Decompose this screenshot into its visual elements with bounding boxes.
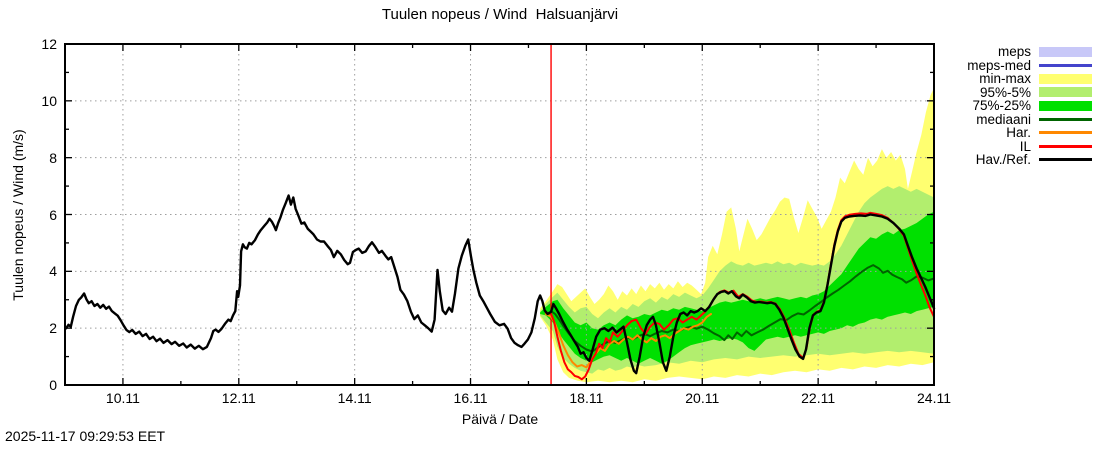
legend-swatch-box bbox=[1039, 46, 1092, 57]
legend-swatch-box bbox=[1039, 73, 1092, 84]
x-tick-label: 14.11 bbox=[337, 390, 372, 406]
legend-label: 95%-5% bbox=[979, 84, 1031, 100]
x-tick-label: 20.11 bbox=[685, 390, 720, 406]
legend-label: meps-med bbox=[967, 57, 1031, 73]
x-tick-label: 16.11 bbox=[453, 390, 488, 406]
y-tick-label: 4 bbox=[49, 263, 57, 280]
x-tick-label: 18.11 bbox=[569, 390, 604, 406]
series-Har. bbox=[544, 313, 712, 369]
legend-label: min-max bbox=[979, 71, 1031, 87]
x-tick-label: 22.11 bbox=[801, 390, 836, 406]
legend-label: 75%-25% bbox=[972, 98, 1031, 114]
legend: meps meps-med min-max 95%-5% 75%-25% mediaani… bbox=[967, 44, 1092, 168]
legend-swatch-line bbox=[1039, 158, 1092, 162]
legend-item: mediaani bbox=[967, 111, 1092, 127]
legend-swatch-box bbox=[1039, 100, 1092, 111]
x-axis-label: Päivä / Date bbox=[461, 411, 539, 427]
legend-item: meps bbox=[967, 44, 1092, 60]
legend-swatch-line bbox=[1039, 117, 1092, 121]
legend-item: IL bbox=[967, 138, 1092, 154]
y-tick-label: 8 bbox=[49, 149, 57, 166]
y-tick-label: 10 bbox=[41, 92, 57, 109]
series-Hav./Ref. bbox=[64, 194, 936, 375]
legend-swatch-line bbox=[1039, 63, 1092, 67]
legend-item: Har. bbox=[967, 125, 1092, 141]
x-tick-label: 10.11 bbox=[105, 390, 140, 406]
series-IL bbox=[544, 211, 935, 381]
legend-item: min-max bbox=[967, 71, 1092, 87]
legend-swatch-line bbox=[1039, 144, 1092, 148]
legend-label: Har. bbox=[1006, 125, 1031, 141]
legend-label: meps bbox=[997, 44, 1031, 60]
legend-swatch-box bbox=[1039, 87, 1092, 98]
y-tick-label: 0 bbox=[49, 377, 57, 393]
y-tick-label: 2 bbox=[49, 320, 57, 337]
legend-swatch-line bbox=[1039, 131, 1092, 135]
legend-item: Hav./Ref. bbox=[967, 152, 1092, 168]
chart-title: Tuulen nopeus / Wind Halsuanjärvi bbox=[381, 6, 619, 23]
legend-label: mediaani bbox=[976, 111, 1031, 127]
y-tick-label: 12 bbox=[41, 36, 57, 52]
legend-item: 75%-25% bbox=[967, 98, 1092, 114]
x-tick-label: 12.11 bbox=[221, 390, 256, 406]
legend-item: meps-med bbox=[967, 57, 1092, 73]
legend-label: IL bbox=[1019, 138, 1031, 154]
x-tick-label: 24.11 bbox=[917, 390, 951, 406]
legend-item: 95%-5% bbox=[967, 84, 1092, 100]
legend-label: Hav./Ref. bbox=[975, 152, 1031, 168]
y-tick-label: 6 bbox=[49, 206, 57, 223]
render-timestamp: 2025-11-17 09:29:53 EET bbox=[5, 428, 166, 444]
